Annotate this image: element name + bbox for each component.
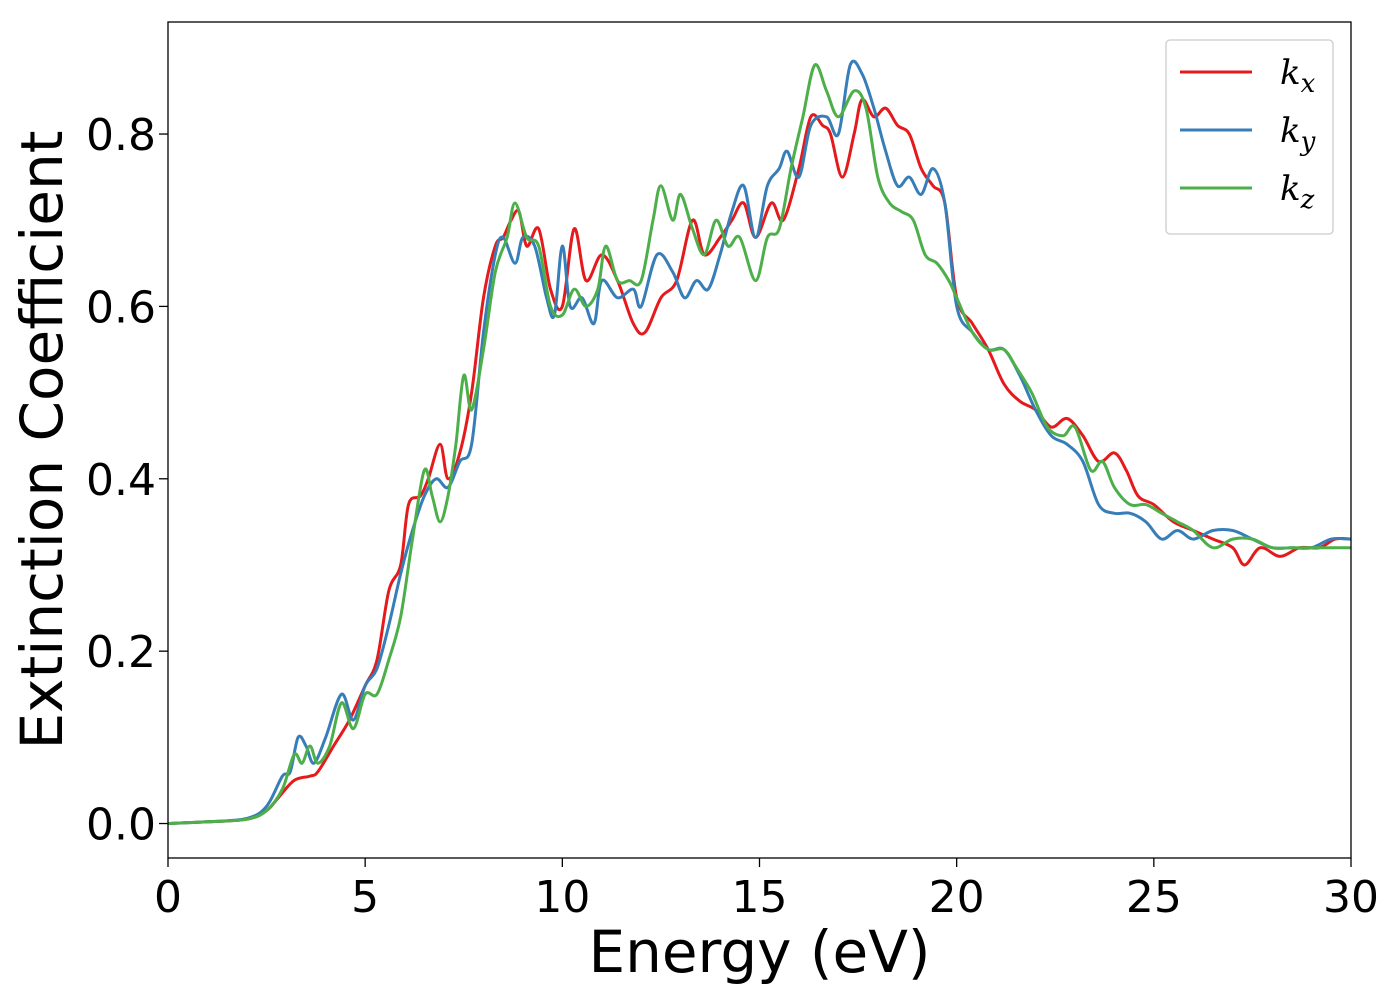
x-axis-title: Energy (eV) [588,918,930,986]
series-line-z [168,63,1351,825]
x-tick-label: 15 [732,872,788,923]
legend-label-base: k [1280,111,1301,151]
legend-label-y: ky [1280,111,1316,157]
legend-label-base: k [1280,169,1301,209]
series-layer [168,59,1351,825]
x-tick-label: 20 [929,872,985,923]
series-line-y [168,59,1351,825]
y-tick-label: 0.8 [86,110,156,161]
legend-box [1165,39,1334,235]
legend-label-subscript: y [1300,127,1316,157]
y-axis: 0.0 0.2 0.4 0.6 0.8 [86,110,168,851]
legend-label-subscript: x [1301,69,1316,99]
x-tick-label: 0 [154,872,182,923]
legend-label-base: k [1280,53,1301,93]
x-tick-label: 5 [351,872,379,923]
x-axis: 0 5 10 15 20 25 30 [154,858,1379,923]
legend-label-subscript: z [1300,185,1315,215]
y-tick-label: 0.0 [86,800,156,851]
legend-label-x: kx [1280,53,1316,99]
x-tick-label: 30 [1323,872,1379,923]
x-tick-label: 10 [534,872,590,923]
y-tick-label: 0.4 [86,455,156,506]
y-tick-label: 0.2 [86,627,156,678]
y-axis-title: Extinction Coefficient [8,131,76,750]
legend-label-z: kz [1280,169,1315,215]
series-line-x [168,97,1351,825]
y-tick-label: 0.6 [86,282,156,333]
x-tick-label: 25 [1126,872,1182,923]
